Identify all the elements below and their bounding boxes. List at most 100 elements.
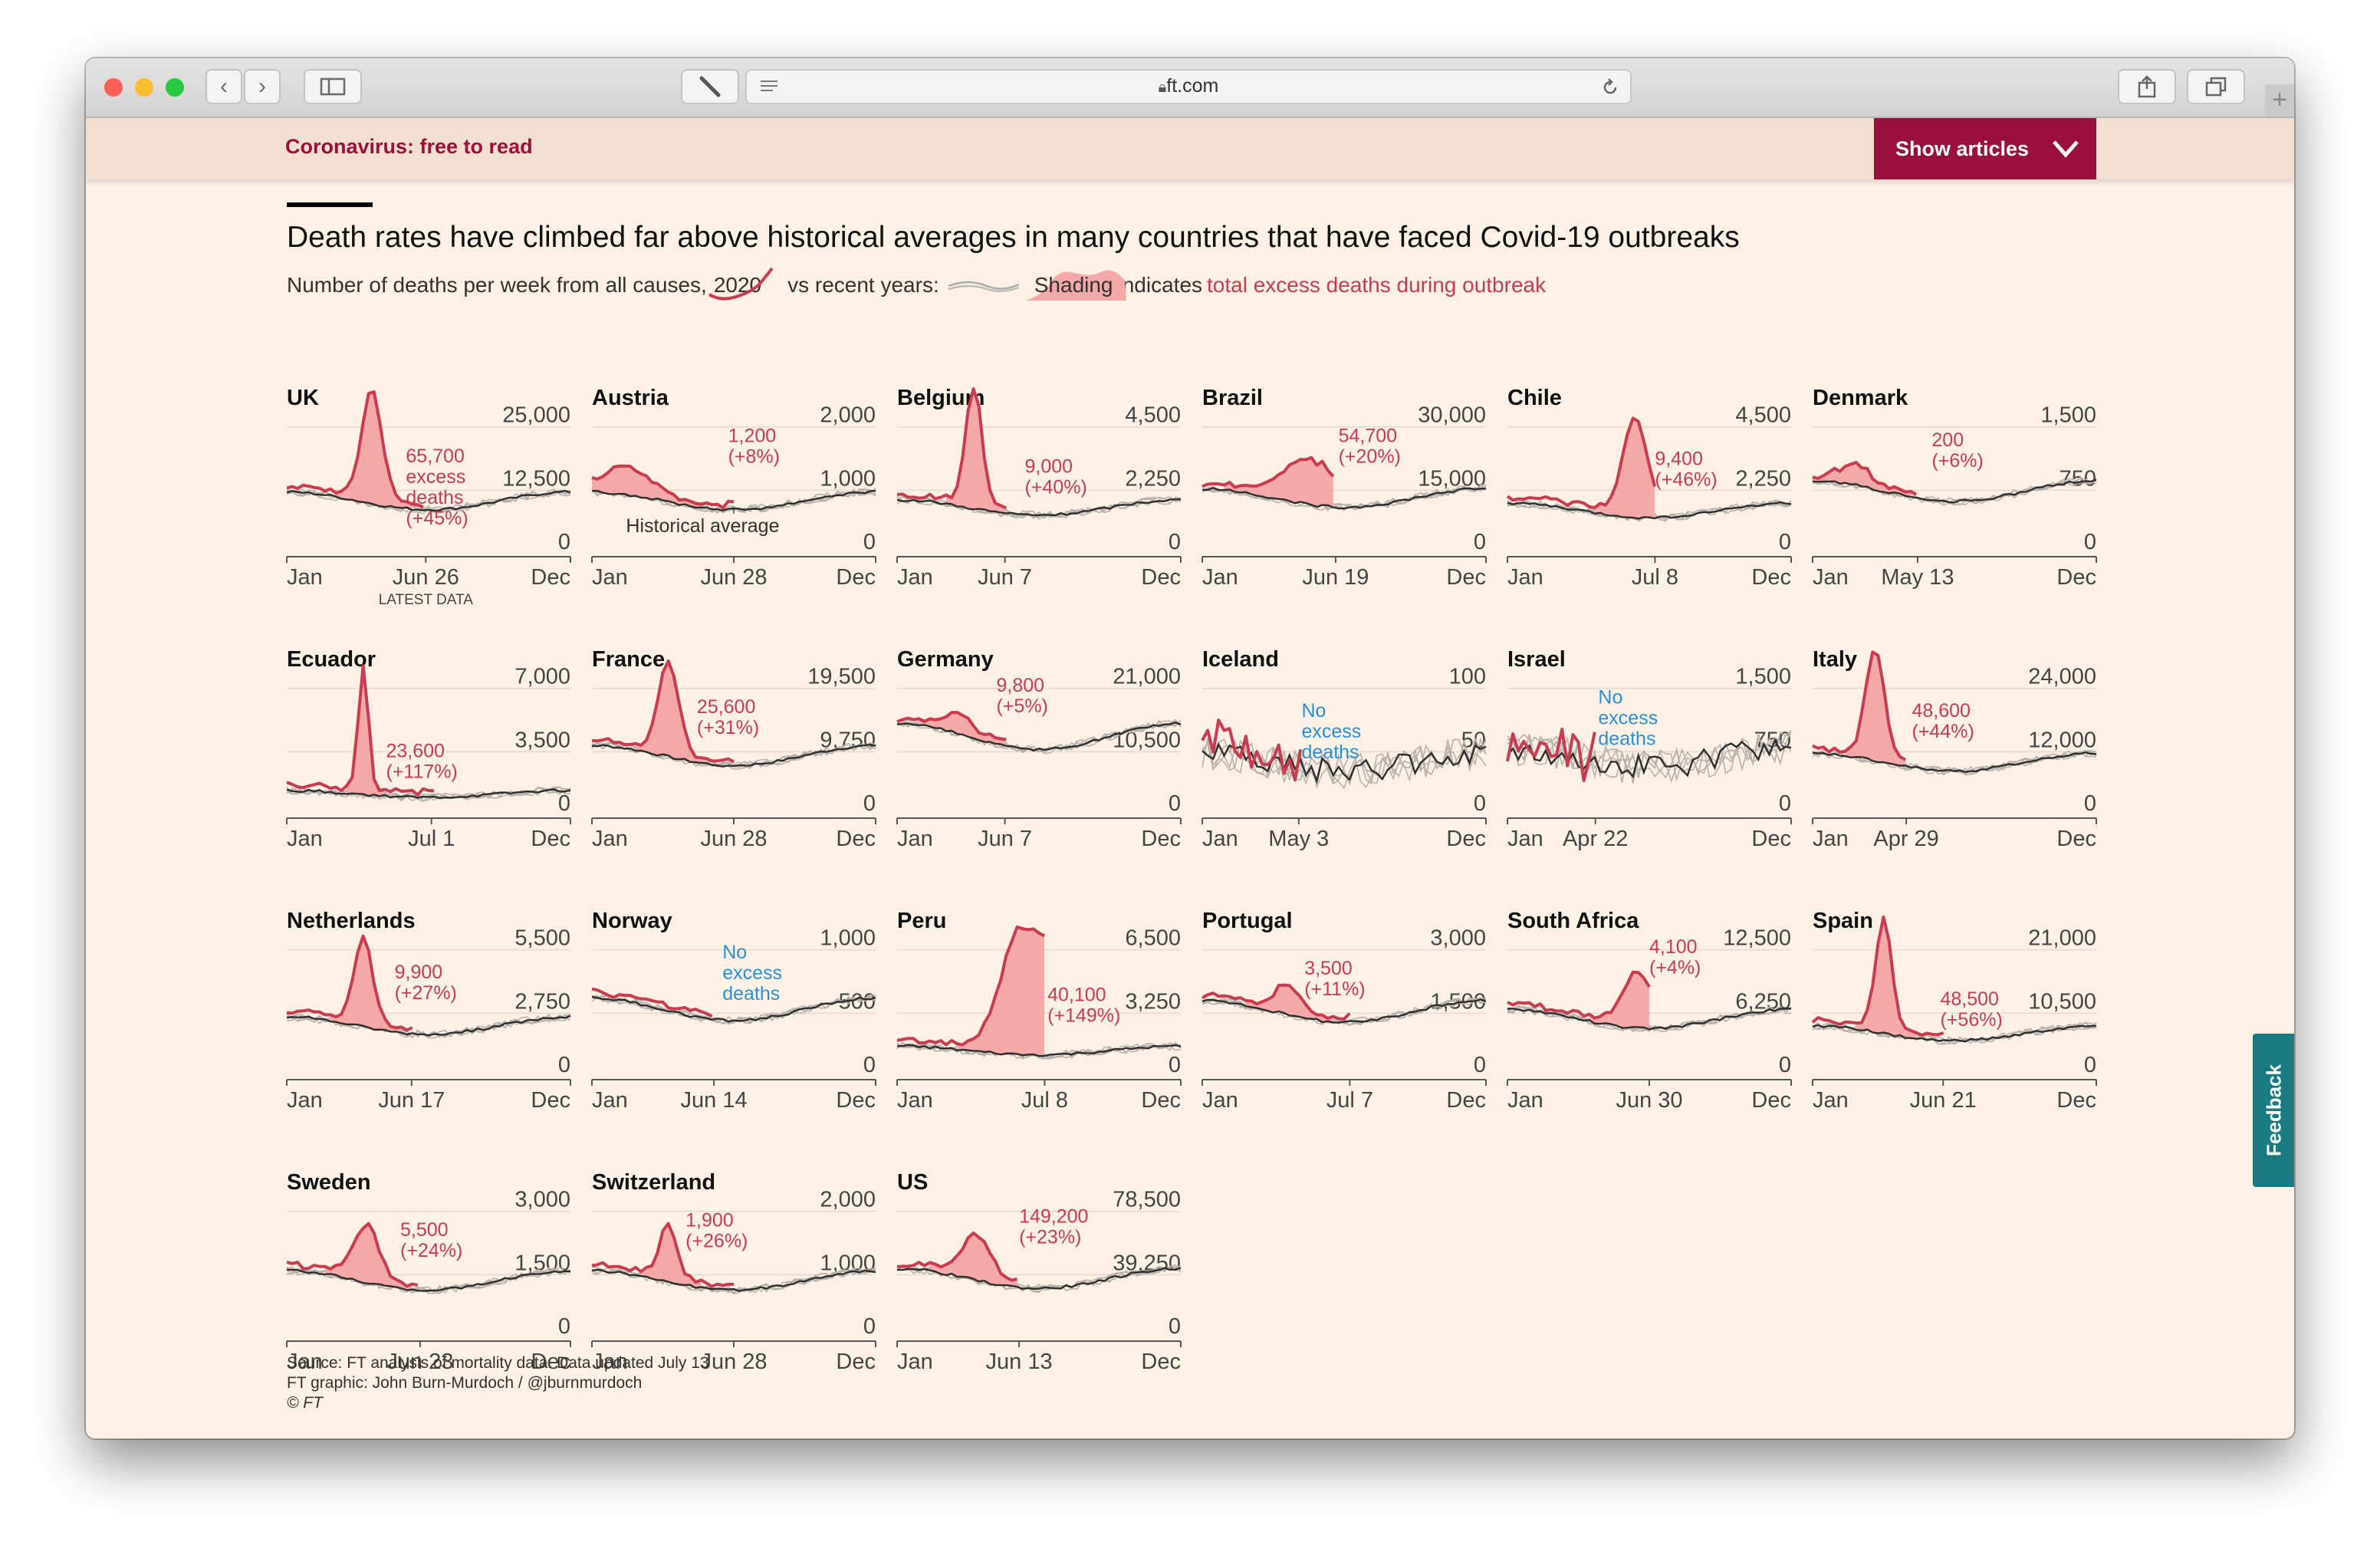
historical-average-line [896, 1044, 1182, 1057]
x-tick-label: May 13 [1881, 565, 1954, 590]
zoom-window-button[interactable] [166, 78, 184, 97]
x-tick-label: Jan [1507, 827, 1543, 851]
annotation-line: (+46%) [1655, 469, 1717, 490]
historical-average-line [1507, 738, 1792, 779]
reload-icon[interactable] [1601, 78, 1619, 97]
show-articles-button[interactable]: Show articles [1874, 118, 2096, 179]
y-tick-label: 0 [1474, 530, 1486, 554]
excess-deaths-annotation: 9,900 (+27%) [395, 962, 457, 1004]
annotation-line: 65,700 [406, 446, 464, 467]
chart-subtitle: Number of deaths per week from all cause… [287, 267, 1547, 301]
close-window-button[interactable] [104, 78, 123, 97]
y-tick-label: 19,500 [807, 665, 876, 689]
feedback-tab[interactable]: Feedback [2253, 1034, 2294, 1187]
excess-deaths-annotation: 48,500 (+56%) [1941, 988, 2003, 1031]
x-tick-label: Dec [1751, 565, 1791, 590]
series-2020-line [1506, 728, 1596, 782]
excess-deaths-annotation: 54,700 (+20%) [1339, 426, 1401, 468]
y-tick-label: 1,000 [820, 466, 876, 491]
sidebar-toggle-button[interactable] [304, 69, 362, 104]
historical-average-line [1507, 1007, 1792, 1031]
excess-deaths-annotation: 23,600 (+117%) [386, 740, 458, 782]
excess-deaths-annotation: 1,900 (+26%) [685, 1210, 748, 1252]
x-tick-label: Jan [897, 565, 933, 590]
x-tick-label: Jul 8 [1632, 565, 1678, 590]
annotation-line: 54,700 [1339, 426, 1397, 447]
chart-title: Norway [592, 909, 672, 933]
legend-2020-label: 2020 [713, 273, 762, 297]
chart-title: Switzerland [592, 1170, 715, 1195]
browser-toolbar: ‹ › 🔒︎ft.com + [86, 58, 2294, 118]
annotation-line: (+149%) [1047, 1005, 1120, 1027]
country-chart: Denmark 1,500 750 0 Jan May 13 Dec 200 (+6%) [1812, 386, 2097, 590]
series-2020-line [286, 1222, 419, 1288]
x-tick-label: Jan [897, 827, 933, 851]
annotation-line: (+6%) [1931, 450, 1983, 472]
y-tick-label: 2,250 [1125, 466, 1181, 491]
y-tick-label: 3,000 [1430, 926, 1486, 951]
y-tick-label: 0 [1779, 1053, 1791, 1077]
extension-button[interactable] [681, 69, 739, 104]
x-tick-label: Jun 7 [978, 565, 1032, 590]
tabs-overview-button[interactable] [2187, 69, 2245, 104]
series-2020-line [1812, 461, 1918, 496]
x-tick-label: Dec [836, 1088, 876, 1113]
chart-title: Chile [1507, 386, 1562, 410]
y-tick-label: 2,000 [820, 1188, 876, 1212]
x-tick-label: Dec [836, 827, 876, 851]
annotation-line: 9,400 [1655, 448, 1703, 469]
x-tick-label: Dec [1751, 1088, 1791, 1113]
y-tick-label: 5,500 [514, 926, 570, 951]
annotation-line: (+27%) [395, 982, 457, 1004]
series-2020-line [896, 1231, 1017, 1282]
address-bar[interactable]: 🔒︎ft.com [745, 69, 1632, 104]
y-tick-label: 3,250 [1125, 989, 1181, 1014]
footer-source: Source: FT analysis of mortality data. D… [287, 1354, 709, 1372]
browser-window: ‹ › 🔒︎ft.com + Coronavirus: free to read… [86, 58, 2294, 1439]
chart-title: Sweden [287, 1170, 371, 1195]
annotation-line: 3,500 [1304, 958, 1353, 979]
subtitle-vs: vs recent years: [787, 273, 939, 297]
page-title: Death rates have climbed far above histo… [287, 221, 1740, 254]
y-tick-label: 24,000 [2028, 665, 2096, 689]
subtitle-excess: total excess deaths during outbreak [1207, 273, 1547, 297]
minimize-window-button[interactable] [135, 78, 153, 97]
annotation-line: 9,000 [1025, 456, 1073, 478]
annotation-line: (+40%) [1025, 477, 1087, 498]
y-tick-label: 0 [1474, 1053, 1486, 1077]
series-2020-line [1812, 650, 1906, 761]
new-tab-button[interactable]: + [2265, 84, 2294, 117]
x-tick-label: Jun 14 [681, 1088, 748, 1113]
y-tick-label: 0 [1779, 791, 1791, 816]
x-tick-label: Jan [287, 1088, 323, 1113]
historical-average-line [1812, 1024, 2097, 1043]
y-tick-label: 0 [863, 530, 876, 554]
y-tick-label: 0 [1474, 791, 1486, 816]
historical-series-line [591, 995, 876, 1024]
country-chart: Spain 21,000 10,500 0 Jan Jun 21 Dec 48,500 (+56… [1811, 909, 2097, 1113]
excess-deaths-annotation: 9,000 (+40%) [1025, 456, 1087, 498]
banner-text[interactable]: Coronavirus: free to read [285, 135, 533, 158]
series-2020-line [286, 664, 435, 797]
forward-button[interactable]: › [244, 69, 281, 104]
series-2020-line [1507, 970, 1651, 1020]
share-button[interactable] [2118, 69, 2176, 104]
annotation-line: 149,200 [1019, 1205, 1088, 1227]
article-content: Death rates have climbed far above histo… [86, 58, 2294, 1439]
back-button[interactable]: ‹ [205, 69, 242, 104]
y-tick-label: 1,500 [1735, 665, 1791, 689]
annotation-line: 40,100 [1047, 985, 1106, 1006]
annotation-line: (+56%) [1941, 1009, 2003, 1031]
x-tick-label: Jun 21 [1910, 1088, 1977, 1113]
historical-average-line [591, 743, 876, 768]
series-2020-line [1811, 916, 1944, 1037]
historical-average-line [1812, 751, 2097, 774]
chart-title: Austria [592, 386, 669, 410]
